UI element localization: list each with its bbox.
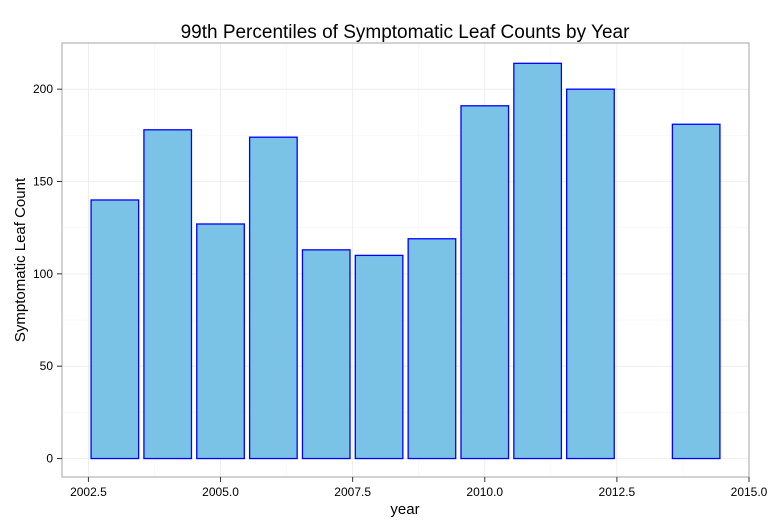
y-tick-label: 0: [46, 452, 53, 466]
x-tick-label: 2005.0: [202, 485, 239, 499]
bar-2012: [566, 88, 615, 460]
bar-2010: [460, 105, 510, 460]
x-axis: 2002.5 2005.0 2007.5 2010.0 2012.5 2015.0: [70, 477, 768, 499]
bar-2004: [143, 129, 193, 460]
chart-title: 99th Percentiles of Symptomatic Leaf Cou…: [181, 22, 631, 43]
x-tick-label: 2010.0: [466, 485, 503, 499]
y-tick-label: 200: [33, 82, 53, 96]
y-tick-label: 50: [40, 359, 54, 373]
x-axis-title: year: [390, 501, 419, 518]
x-tick-label: 2007.5: [334, 485, 371, 499]
bar-2003: [90, 199, 140, 460]
y-tick-label: 100: [33, 267, 53, 281]
panel-border: [61, 42, 750, 478]
bars: [90, 62, 721, 460]
y-axis: 0 50 100 150 200: [33, 82, 62, 466]
x-tick-label: 2002.5: [70, 485, 107, 499]
x-tick-label: 2012.5: [599, 485, 636, 499]
x-tick-label: 2015.0: [731, 485, 768, 499]
y-axis-title: Symptomatic Leaf Count: [12, 177, 29, 342]
bar-2005: [196, 223, 245, 460]
bar-2009: [407, 238, 457, 460]
bar-2008: [354, 254, 404, 460]
bar-2011: [513, 62, 563, 460]
bar-2007: [301, 249, 351, 460]
bar-2014: [671, 123, 721, 460]
bar-2006: [248, 136, 298, 460]
y-tick-label: 150: [33, 175, 53, 189]
